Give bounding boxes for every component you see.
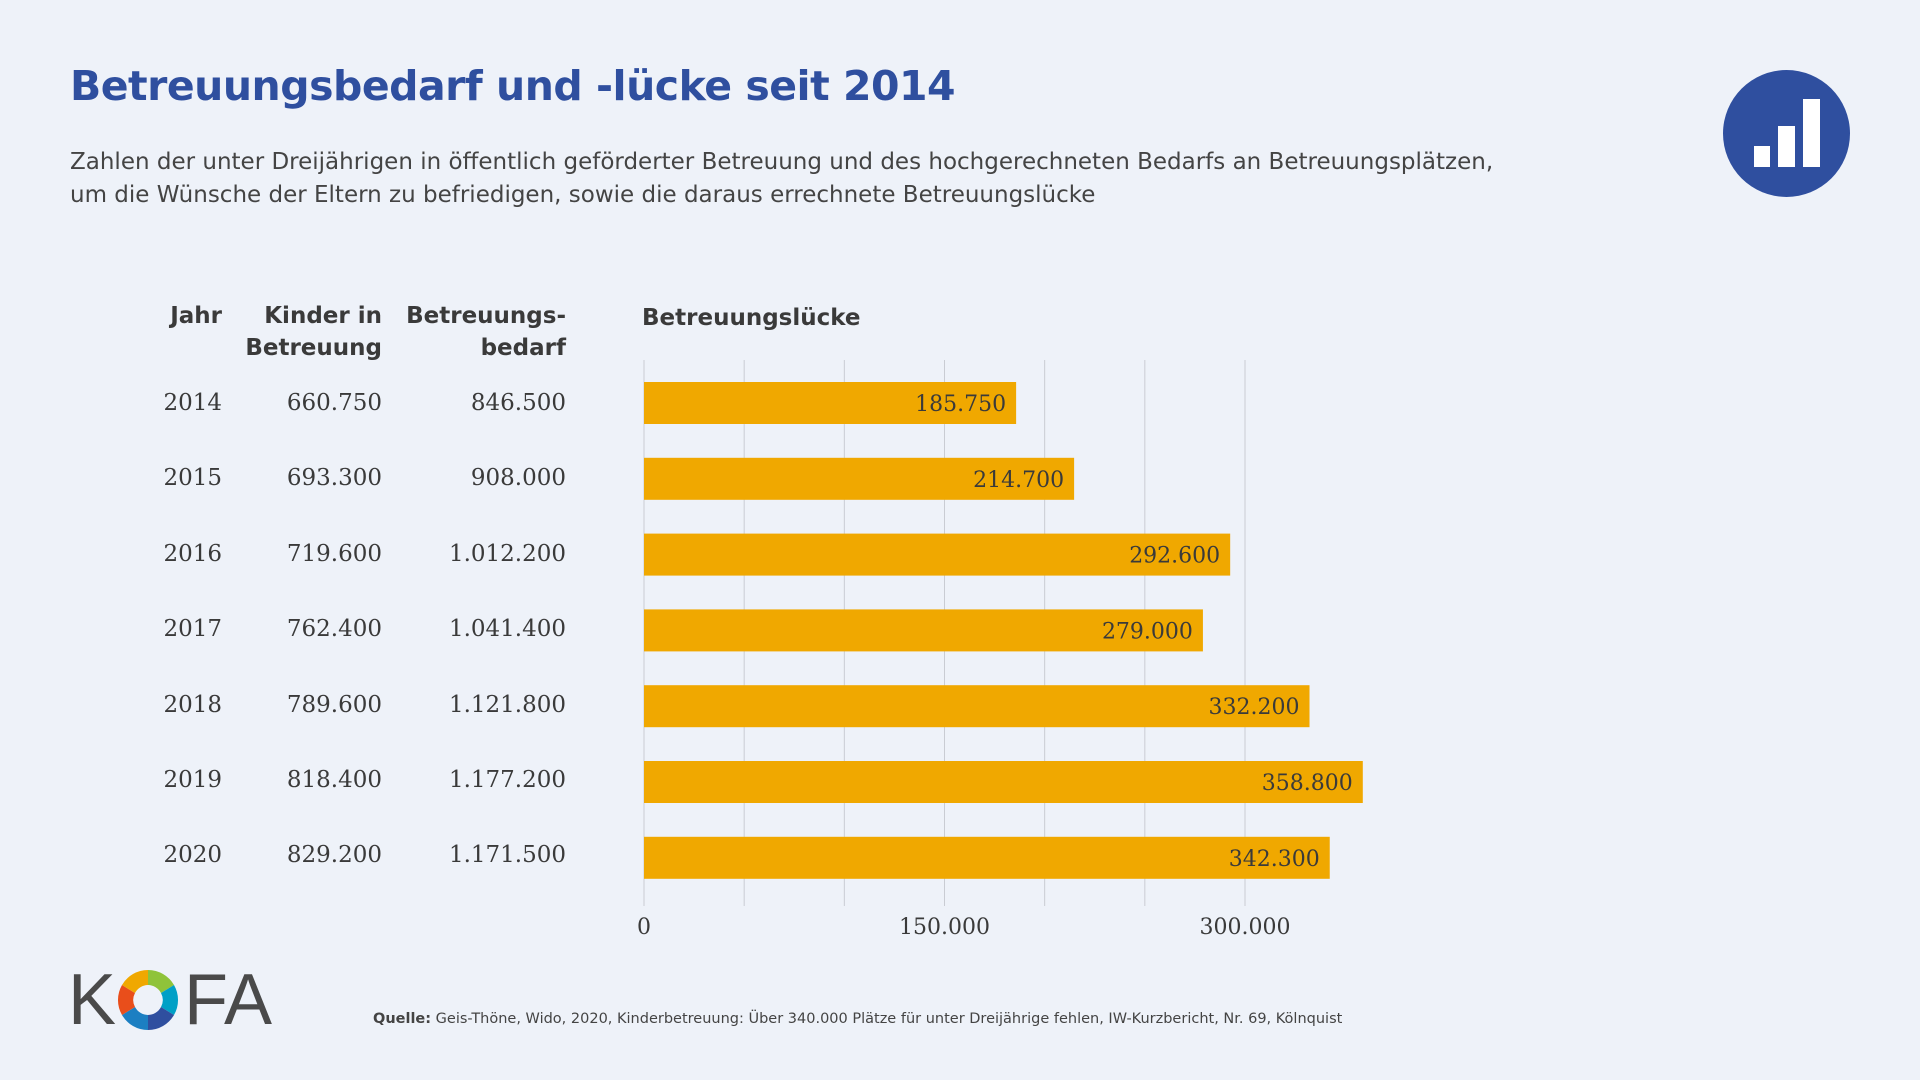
table-cell-bedarf: 908.000 [470,465,566,492]
table-cell-year: 2020 [163,842,222,869]
bar-value-label: 214.700 [973,468,1064,493]
subtitle-line-1: Zahlen der unter Dreijährigen in öffentl… [70,149,1494,175]
bar-value-label: 292.600 [1129,544,1220,569]
kofa-logo: K FA [68,960,288,1040]
table-cell-bedarf: 1.177.200 [448,767,566,793]
page-title: Betreuungsbedarf und -lücke seit 2014 [70,62,956,110]
chart-title: Betreuungslücke [642,305,861,331]
bar-value-label: 342.300 [1229,847,1320,872]
table-cell-year: 2015 [163,465,222,492]
bar-2015 [644,457,1075,500]
table-cell-year: 2014 [163,390,222,416]
table-cell-year: 2016 [163,540,222,567]
source-label: Quelle: [373,1011,432,1027]
kofa-letters-fa: FA [184,962,272,1032]
bar-2014 [644,382,1017,424]
source-text: Geis-Thöne, Wido, 2020, Kinderbetreuung:… [431,1011,1343,1027]
table-cell-kinder: 719.600 [286,540,382,567]
table-cell-kinder: 762.400 [286,616,382,643]
x-tick-label: 300.000 [1200,915,1291,940]
bar-2019 [644,761,1363,803]
x-tick-label: 150.000 [899,915,990,940]
column-header-year: Jahr [170,303,222,329]
bar-2017 [644,609,1203,652]
bar-chart-icon [1723,70,1850,197]
table-cell-kinder: 818.400 [286,767,382,793]
bar-value-label: 185.750 [915,392,1006,417]
table-cell-year: 2017 [163,616,222,643]
column-header-kinder: Kinder in Betreuung [245,303,382,361]
table-cell-year: 2019 [163,767,222,793]
table-cell-bedarf: 1.171.500 [448,842,566,869]
table-cell-kinder: 693.300 [286,465,382,492]
bar-value-label: 358.800 [1262,771,1353,796]
subtitle-line-2: um die Wünsche der Eltern zu befriedigen… [70,182,1096,208]
table-cell-bedarf: 1.012.200 [448,540,566,567]
bar-2020 [644,836,1330,879]
table-cell-bedarf: 846.500 [470,390,566,416]
x-tick-label: 0 [637,915,651,940]
source-note: Quelle: Geis-Thöne, Wido, 2020, Kinderbe… [373,1011,1342,1027]
page-subtitle: Zahlen der unter Dreijährigen in öffentl… [70,146,1550,212]
table-cell-kinder: 660.750 [286,390,382,416]
bar-value-label: 332.200 [1209,695,1300,720]
kofa-swirl-icon [117,970,179,1030]
table-cell-kinder: 789.600 [286,691,382,718]
table-cell-kinder: 829.200 [286,842,382,869]
table-cell-bedarf: 1.121.800 [448,691,566,718]
table-cell-bedarf: 1.041.400 [448,616,566,643]
bar-value-label: 279.000 [1102,619,1193,644]
column-header-bedarf: Betreuungs- bedarf [406,303,566,361]
kofa-letter-k: K [68,962,116,1032]
bar-2018 [644,685,1310,728]
bar-2016 [644,533,1231,576]
table-cell-year: 2018 [163,691,222,718]
